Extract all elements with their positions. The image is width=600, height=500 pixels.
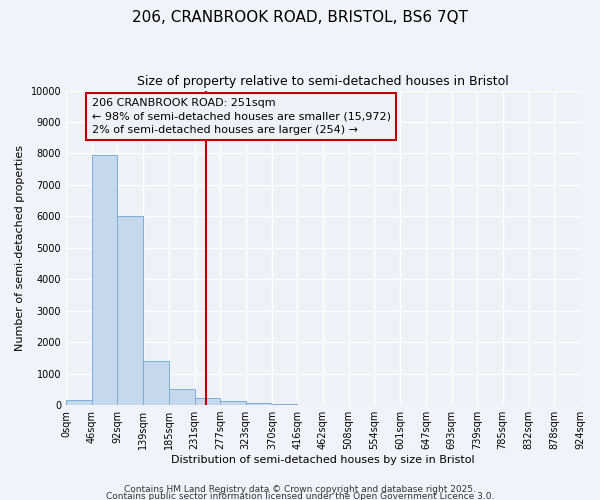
Bar [117,216,143,405]
Bar [169,390,194,405]
Text: 206 CRANBROOK ROAD: 251sqm
← 98% of semi-detached houses are smaller (15,972)
2%: 206 CRANBROOK ROAD: 251sqm ← 98% of semi… [92,98,391,135]
Text: Contains public sector information licensed under the Open Government Licence 3.: Contains public sector information licen… [106,492,494,500]
Title: Size of property relative to semi-detached houses in Bristol: Size of property relative to semi-detach… [137,75,509,88]
Bar [92,155,117,405]
Text: 206, CRANBROOK ROAD, BRISTOL, BS6 7QT: 206, CRANBROOK ROAD, BRISTOL, BS6 7QT [132,10,468,25]
Y-axis label: Number of semi-detached properties: Number of semi-detached properties [15,145,25,351]
Text: Contains HM Land Registry data © Crown copyright and database right 2025.: Contains HM Land Registry data © Crown c… [124,485,476,494]
Bar [220,401,246,405]
Bar [194,398,220,405]
Bar [246,403,271,405]
Bar [66,400,92,405]
Bar [272,404,298,405]
Bar [143,361,169,405]
X-axis label: Distribution of semi-detached houses by size in Bristol: Distribution of semi-detached houses by … [171,455,475,465]
